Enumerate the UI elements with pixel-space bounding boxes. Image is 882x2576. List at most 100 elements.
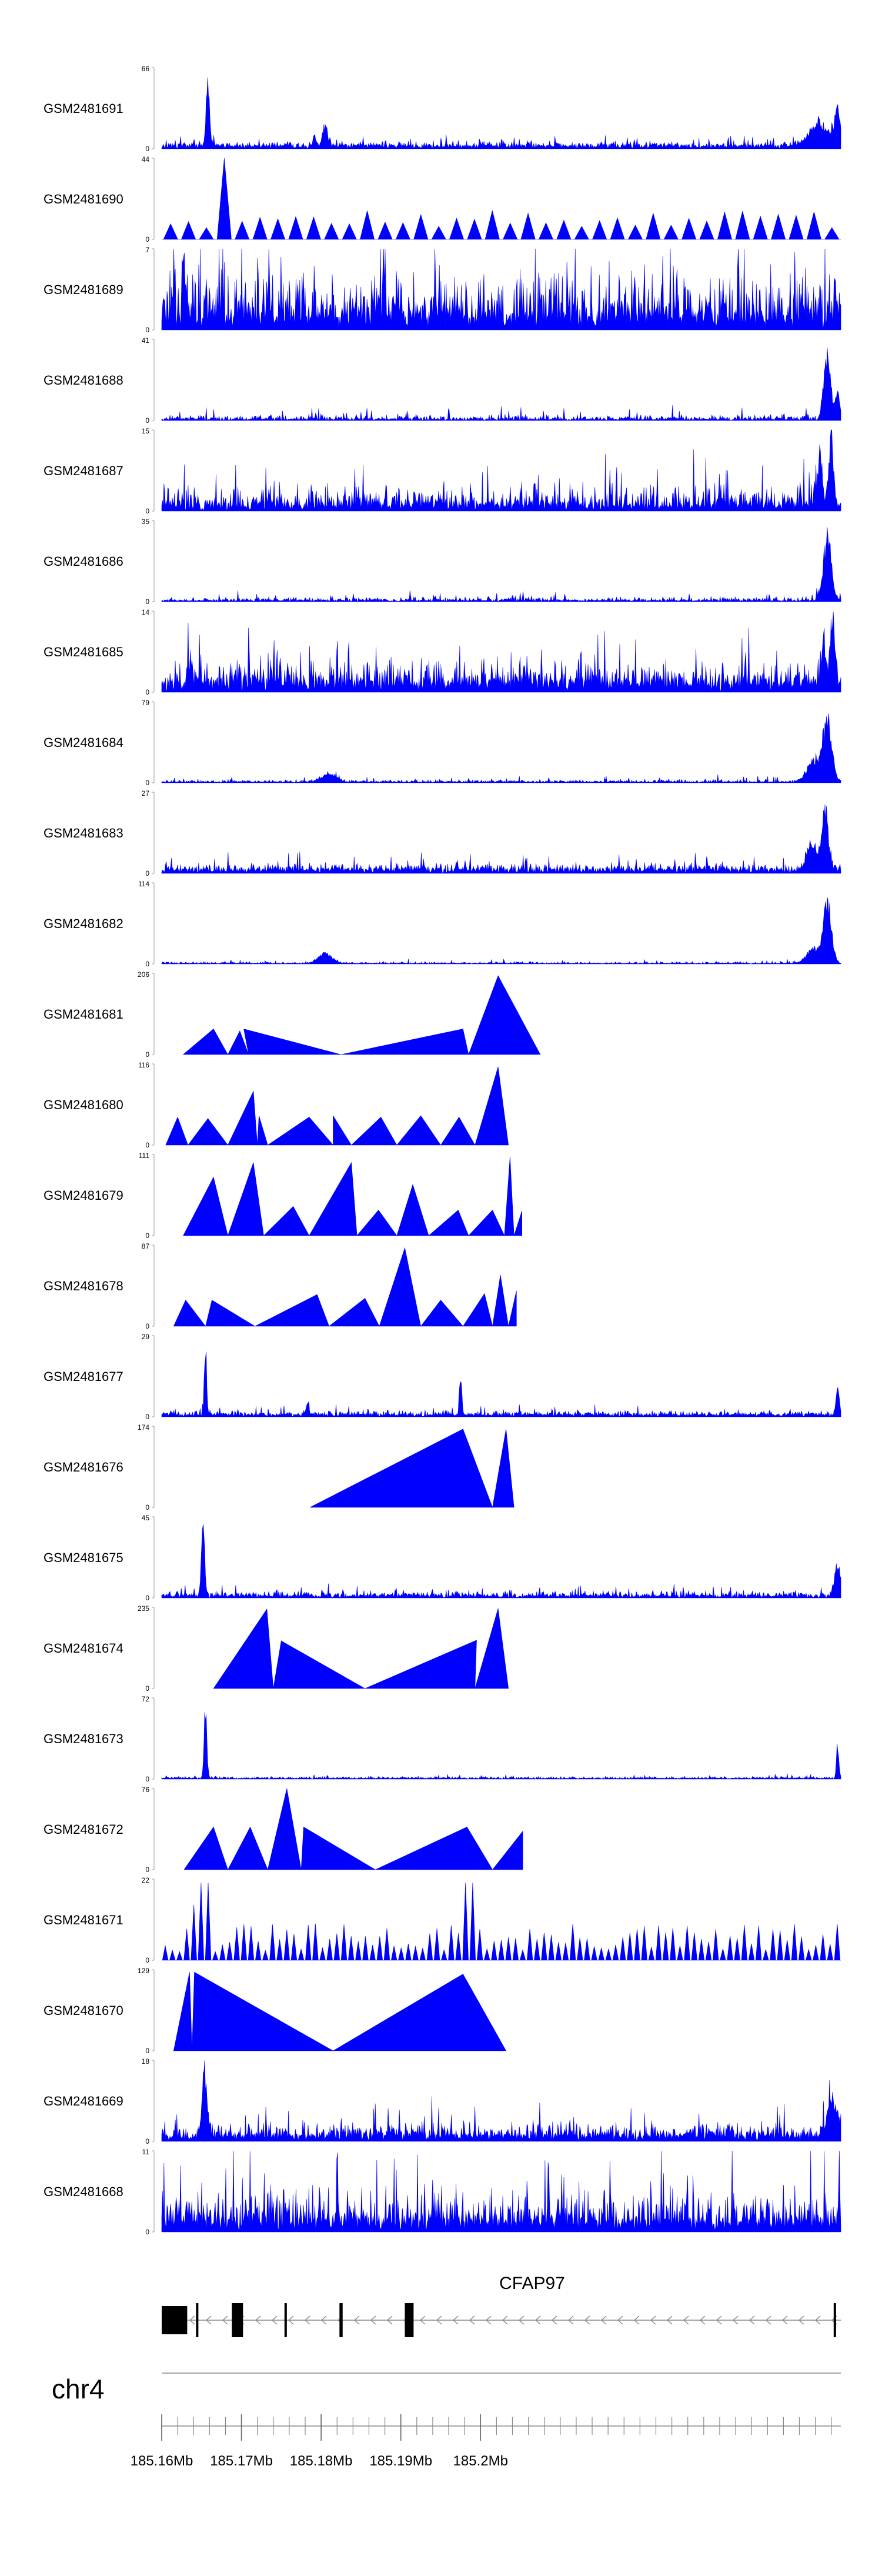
track-ymin-label: 0	[145, 2047, 149, 2055]
track-ymin-label: 0	[145, 1594, 149, 1602]
coverage-area-GSM2481680	[165, 1066, 509, 1146]
track-name-label: GSM2481677	[44, 1369, 123, 1384]
strand-arrow	[469, 2315, 475, 2325]
strand-arrow	[814, 2315, 821, 2325]
coverage-area-GSM2481691	[161, 77, 841, 149]
coverage-area-GSM2481676	[309, 1429, 514, 1509]
track-ymin-label: 0	[145, 1050, 149, 1059]
strand-arrow	[765, 2315, 771, 2325]
track-GSM2481682: GSM2481682 114 0	[44, 880, 841, 968]
track-ymin-label: 0	[145, 1503, 149, 1511]
track-GSM2481674: GSM2481674 235 0	[44, 1604, 509, 1693]
track-GSM2481669: GSM2481669 18 0	[44, 2057, 841, 2145]
strand-arrow	[749, 2315, 755, 2325]
track-ymin-label: 0	[145, 507, 149, 515]
strand-arrow	[304, 2315, 310, 2325]
strand-arrow	[255, 2315, 261, 2325]
track-GSM2481672: GSM2481672 76 0	[44, 1786, 523, 1874]
strand-arrow	[353, 2315, 360, 2325]
track-ymin-label: 0	[145, 1956, 149, 1964]
track-ymax-label: 41	[142, 336, 150, 345]
track-name-label: GSM2481688	[44, 373, 123, 388]
track-name-label: GSM2481674	[44, 1641, 123, 1656]
track-ymin-label: 0	[145, 1322, 149, 1330]
track-name-label: GSM2481684	[44, 735, 123, 750]
track-ymin-label: 0	[145, 1684, 149, 1693]
track-name-label: GSM2481683	[44, 826, 123, 840]
track-ymin-label: 0	[145, 598, 149, 606]
track-GSM2481679: GSM2481679 111 0	[44, 1152, 522, 1240]
coverage-area-GSM2481686	[161, 527, 841, 602]
track-ymin-label: 0	[145, 2228, 149, 2236]
coverage-area-GSM2481688	[161, 348, 841, 421]
track-ymin-label: 0	[145, 960, 149, 968]
coverage-area-GSM2481683	[161, 805, 841, 874]
track-ymin-label: 0	[145, 869, 149, 877]
track-ymax-label: 206	[138, 970, 149, 979]
genome-axis: chr4 185.16Mb 185.17Mb 185.18Mb 185.19Mb 185…	[52, 2373, 841, 2469]
strand-arrow	[600, 2315, 607, 2325]
coverage-area-GSM2481673	[161, 1712, 841, 1780]
track-name-label: GSM2481675	[44, 1550, 123, 1565]
track-name-label: GSM2481691	[44, 101, 123, 116]
strand-arrow	[699, 2315, 706, 2325]
track-name-label: GSM2481685	[44, 645, 123, 659]
track-name-label: GSM2481680	[44, 1097, 123, 1112]
coverage-area-GSM2481678	[173, 1247, 517, 1327]
track-ymax-label: 45	[142, 1514, 150, 1522]
strand-arrow	[716, 2315, 722, 2325]
track-ymax-label: 44	[142, 155, 150, 163]
strand-arrow	[502, 2315, 508, 2325]
track-ymax-label: 15	[142, 427, 150, 435]
strand-arrow	[633, 2315, 640, 2325]
gene-exon	[162, 2306, 188, 2334]
track-ymax-label: 22	[142, 1876, 150, 1884]
axis-tick-label: 185.16Mb	[131, 2453, 193, 2469]
track-name-label: GSM2481672	[44, 1822, 123, 1837]
track-name-label: GSM2481678	[44, 1279, 123, 1293]
track-GSM2481683: GSM2481683 27 0	[44, 789, 841, 877]
track-ymax-label: 87	[142, 1242, 150, 1250]
gene-exon	[232, 2303, 243, 2337]
chromosome-label: chr4	[52, 2374, 104, 2404]
track-ymax-label: 35	[142, 518, 150, 526]
strand-arrow	[386, 2315, 393, 2325]
strand-arrow	[798, 2315, 804, 2325]
strand-arrow	[485, 2315, 492, 2325]
coverage-area-GSM2481682	[161, 897, 841, 965]
gene-exon	[284, 2303, 287, 2337]
track-GSM2481691: GSM2481691 66 0	[44, 65, 841, 153]
track-GSM2481675: GSM2481675 45 0	[44, 1514, 841, 1602]
strand-arrow	[271, 2315, 278, 2325]
track-ymax-label: 7	[145, 246, 149, 254]
strand-arrow	[567, 2315, 574, 2325]
track-name-label: GSM2481689	[44, 282, 123, 297]
coverage-area-GSM2481671	[162, 1883, 841, 1961]
axis-tick-label: 185.19Mb	[369, 2453, 432, 2469]
track-ymin-label: 0	[145, 145, 149, 153]
track-GSM2481678: GSM2481678 87 0	[44, 1242, 517, 1330]
strand-arrow	[551, 2315, 557, 2325]
track-name-label: GSM2481668	[44, 2184, 123, 2199]
track-ymax-label: 79	[142, 699, 150, 707]
track-ymin-label: 0	[145, 235, 149, 243]
track-name-label: GSM2481686	[44, 554, 123, 569]
track-GSM2481690: GSM2481690 44 0	[44, 155, 841, 243]
strand-arrow	[189, 2315, 195, 2325]
track-GSM2481670: GSM2481670 129 0	[44, 1967, 507, 2055]
track-GSM2481671: GSM2481671 22 0	[44, 1876, 841, 1964]
track-GSM2481685: GSM2481685 14 0	[44, 608, 841, 696]
gene-exon	[196, 2303, 199, 2337]
track-ymax-label: 14	[142, 608, 150, 616]
gene-exon	[405, 2303, 414, 2337]
coverage-area-GSM2481668	[161, 2150, 841, 2233]
track-GSM2481686: GSM2481686 35 0	[44, 518, 841, 606]
track-ymin-label: 0	[145, 2137, 149, 2145]
coverage-area-GSM2481674	[213, 1608, 509, 1689]
track-ymin-label: 0	[145, 1775, 149, 1783]
axis-tick-label: 185.17Mb	[210, 2453, 273, 2469]
track-ymin-label: 0	[145, 779, 149, 787]
strand-arrow	[781, 2315, 788, 2325]
track-ymax-label: 27	[142, 789, 150, 798]
